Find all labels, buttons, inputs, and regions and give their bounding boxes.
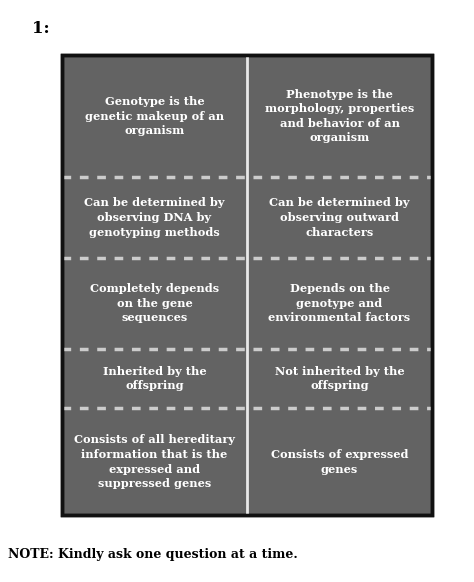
Bar — [62, 55, 432, 515]
Text: 1:: 1: — [32, 20, 50, 37]
Bar — [62, 55, 432, 515]
Text: Completely depends
on the gene
sequences: Completely depends on the gene sequences — [90, 283, 219, 323]
Text: Consists of all hereditary
information that is the
expressed and
suppressed gene: Consists of all hereditary information t… — [74, 434, 235, 489]
Text: NOTE: Kindly ask one question at a time.: NOTE: Kindly ask one question at a time. — [8, 548, 298, 561]
Text: Phenotype is the
morphology, properties
and behavior of an
organism: Phenotype is the morphology, properties … — [265, 88, 414, 144]
Text: Depends on the
genotype and
environmental factors: Depends on the genotype and environmenta… — [268, 283, 410, 323]
Text: Not inherited by the
offspring: Not inherited by the offspring — [275, 365, 404, 391]
Text: Consists of expressed
genes: Consists of expressed genes — [271, 449, 408, 474]
Text: Can be determined by
observing DNA by
genotyping methods: Can be determined by observing DNA by ge… — [84, 197, 225, 237]
Text: Inherited by the
offspring: Inherited by the offspring — [103, 365, 206, 391]
Text: Can be determined by
observing outward
characters: Can be determined by observing outward c… — [269, 197, 410, 237]
Text: Genotype is the
genetic makeup of an
organism: Genotype is the genetic makeup of an org… — [85, 96, 224, 136]
